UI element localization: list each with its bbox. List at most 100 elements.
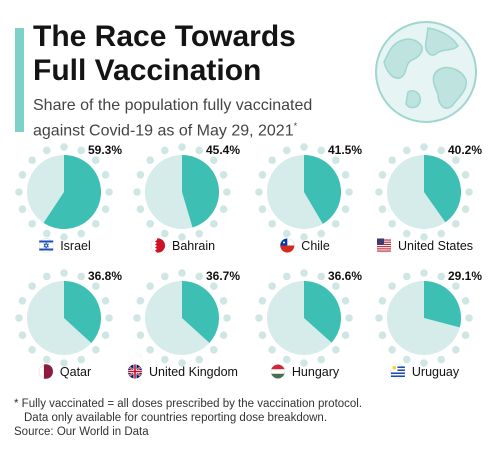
- decor-dot: [77, 229, 86, 238]
- decor-dot: [18, 331, 27, 340]
- pie-group: 45.4% Bahrain: [133, 143, 240, 253]
- pie-slice: [43, 155, 102, 230]
- globe-icon: [375, 21, 477, 123]
- pie-value-label: 36.6%: [328, 269, 362, 283]
- decor-dot: [101, 205, 110, 214]
- decor-dot: [77, 272, 86, 281]
- decor-dot: [437, 229, 446, 238]
- decor-dot: [437, 272, 446, 281]
- decor-dot: [402, 229, 411, 238]
- pie-group: 59.3% Israel: [15, 143, 122, 253]
- decor-dot: [437, 146, 446, 155]
- pie-group: 29.1% Uruguay: [375, 269, 482, 379]
- decor-dot: [300, 233, 308, 241]
- pie-slice: [64, 281, 102, 343]
- decor-dot: [136, 331, 145, 340]
- decor-dot: [195, 272, 204, 281]
- decor-dot: [420, 269, 428, 277]
- decor-dot: [146, 220, 154, 228]
- decor-dot: [60, 143, 68, 151]
- decor-dot: [136, 170, 145, 179]
- decor-dot: [461, 205, 470, 214]
- footnote: * Fully vaccinated = all doses prescribe…: [14, 397, 362, 439]
- country-label: United States: [398, 239, 473, 253]
- decor-dot: [195, 146, 204, 155]
- decor-dot: [160, 355, 169, 364]
- decor-dot: [258, 205, 267, 214]
- decor-dot: [28, 156, 36, 164]
- decor-dot: [146, 156, 154, 164]
- decor-dot: [60, 359, 68, 367]
- decor-dot: [105, 314, 113, 322]
- decor-dot: [317, 229, 326, 238]
- pie-value-label: 29.1%: [448, 269, 482, 283]
- decor-dot: [300, 359, 308, 367]
- decor-dot: [461, 296, 470, 305]
- decor-dot: [136, 205, 145, 214]
- decor-dot: [255, 188, 263, 196]
- pie-slice: [304, 281, 341, 343]
- decor-dot: [452, 346, 460, 354]
- country-label: Bahrain: [172, 239, 215, 253]
- footnote-line-2: Data only available for countries report…: [24, 412, 328, 424]
- pie-slice: [182, 281, 219, 343]
- uk-flag: [127, 364, 143, 379]
- country-label: Qatar: [60, 365, 91, 379]
- source-line: Source: Our World in Data: [14, 426, 149, 438]
- subtitle-footnote-mark: *: [293, 121, 298, 131]
- page-title: The Race Towards Full Vaccination: [33, 20, 333, 88]
- accent-bar: [15, 28, 24, 132]
- decor-dot: [332, 282, 340, 290]
- decor-dot: [28, 220, 36, 228]
- country-label: Chile: [301, 239, 330, 253]
- hungary-flag: [270, 364, 286, 379]
- decor-dot: [219, 331, 228, 340]
- decor-dot: [101, 296, 110, 305]
- chile-flag: [279, 238, 295, 253]
- decor-dot: [133, 314, 141, 322]
- title-line-2: Full Vaccination: [33, 54, 262, 87]
- pie-slice: [182, 155, 220, 228]
- pie-group: 36.7% United Kingdom: [127, 269, 240, 379]
- decor-dot: [378, 205, 387, 214]
- decor-dot: [223, 188, 231, 196]
- decor-dot: [300, 143, 308, 151]
- subtitle-line-2: against Covid-19 as of May 29, 2021*: [33, 121, 298, 140]
- decor-dot: [133, 188, 141, 196]
- decor-dot: [92, 220, 100, 228]
- decor-dot: [378, 331, 387, 340]
- title-line-1: The Race Towards: [33, 20, 296, 53]
- decor-dot: [332, 220, 340, 228]
- decor-dot: [15, 314, 23, 322]
- decor-dot: [195, 229, 204, 238]
- decor-dot: [378, 296, 387, 305]
- decor-dot: [388, 156, 396, 164]
- pie-value-label: 40.2%: [448, 143, 482, 157]
- pie-slice: [424, 281, 462, 328]
- decor-dot: [452, 156, 460, 164]
- pie-value-label: 36.7%: [206, 269, 240, 283]
- decor-dot: [317, 146, 326, 155]
- decor-dot: [258, 331, 267, 340]
- decor-dot: [420, 359, 428, 367]
- pie-value-label: 41.5%: [328, 143, 362, 157]
- country-label: Hungary: [292, 365, 340, 379]
- decor-dot: [146, 346, 154, 354]
- decor-dot: [332, 346, 340, 354]
- decor-dot: [317, 355, 326, 364]
- decor-dot: [105, 188, 113, 196]
- decor-dot: [178, 143, 186, 151]
- decor-dot: [219, 205, 228, 214]
- decor-dot: [375, 314, 383, 322]
- decor-dot: [375, 188, 383, 196]
- decor-dot: [317, 272, 326, 281]
- decor-dot: [341, 331, 350, 340]
- subtitle-line-1: Share of the population fully vaccinated: [33, 97, 313, 114]
- decor-dot: [77, 146, 86, 155]
- country-label: Uruguay: [412, 365, 460, 379]
- bahrain-flag: [150, 238, 166, 253]
- usa-flag: [376, 238, 392, 253]
- decor-dot: [341, 205, 350, 214]
- pie-group: 41.5% Chile: [255, 143, 362, 253]
